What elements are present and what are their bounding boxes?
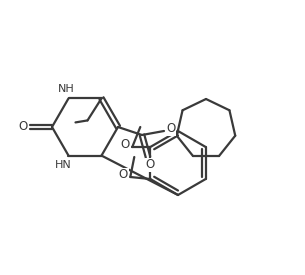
Text: O: O [121, 139, 130, 152]
Text: HN: HN [55, 160, 72, 170]
Text: O: O [166, 122, 176, 136]
Text: O: O [145, 158, 155, 172]
Text: O: O [119, 169, 128, 182]
Text: NH: NH [58, 84, 75, 94]
Text: O: O [18, 120, 28, 133]
